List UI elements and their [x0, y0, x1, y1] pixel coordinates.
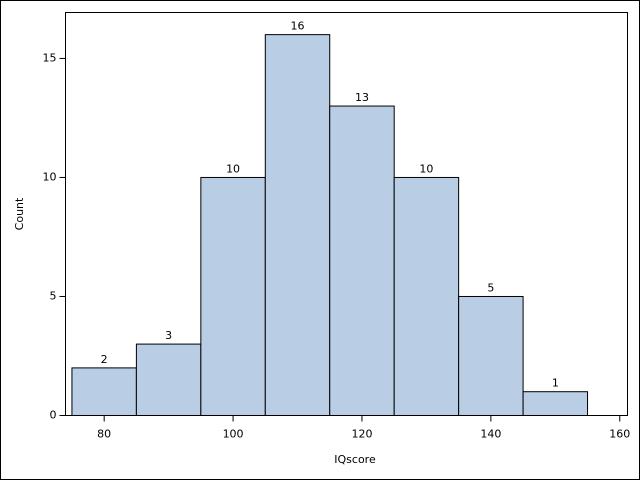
bar — [264, 34, 331, 416]
y-tick-label: 15 — [43, 51, 57, 64]
y-tick-label: 0 — [50, 409, 57, 422]
y-tick-label: 5 — [50, 289, 57, 302]
value-label: 3 — [165, 329, 172, 342]
x-tick-label: 140 — [480, 428, 501, 441]
value-label: 1 — [552, 377, 559, 390]
value-label: 10 — [226, 162, 240, 175]
bar — [200, 176, 266, 416]
bar — [71, 367, 137, 417]
x-tick-label: 120 — [351, 428, 372, 441]
x-tick-label: 160 — [609, 428, 630, 441]
bar — [135, 343, 202, 417]
x-axis-label: IQscore — [334, 453, 376, 466]
value-label: 13 — [355, 91, 369, 104]
y-axis-label: Count — [13, 197, 26, 230]
value-label: 10 — [419, 162, 433, 175]
value-label: 16 — [291, 20, 305, 33]
value-label: 5 — [487, 281, 494, 294]
bar — [393, 176, 460, 416]
bar — [458, 295, 524, 416]
y-tick-label: 10 — [43, 170, 57, 183]
bar — [329, 105, 395, 417]
bar — [522, 391, 589, 417]
x-tick-label: 80 — [97, 428, 111, 441]
value-label: 2 — [101, 353, 108, 366]
x-tick-label: 100 — [223, 428, 244, 441]
